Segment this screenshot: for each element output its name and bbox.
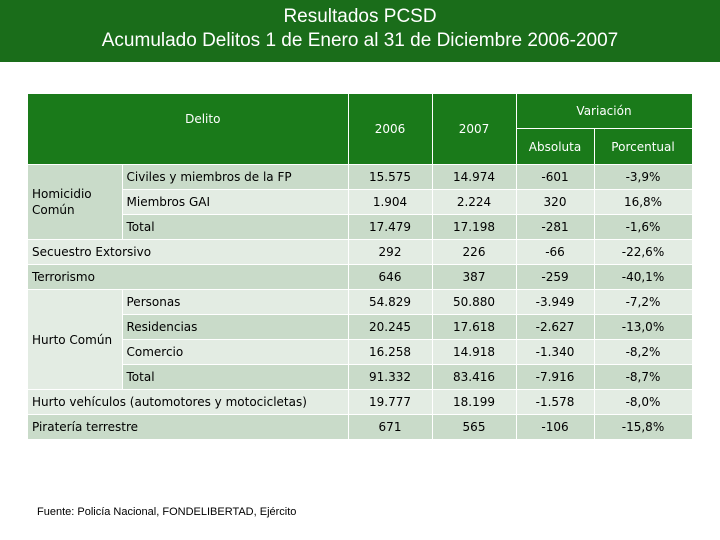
table-row: Miembros GAI 1.904 2.224 320 16,8% xyxy=(28,189,693,215)
row-label: Total xyxy=(122,364,349,390)
row-label: Total xyxy=(122,214,349,240)
row-label: Miembros GAI xyxy=(122,189,349,215)
cell-porcentual: -3,9% xyxy=(594,164,693,190)
cell-porcentual: 16,8% xyxy=(594,189,693,215)
header-row: Delito 2006 2007 Variación xyxy=(28,94,693,165)
table-row: Total 91.332 83.416 -7.916 -8,7% xyxy=(28,364,693,390)
cell-2006: 671 xyxy=(348,414,433,440)
table-row: Residencias 20.245 17.618 -2.627 -13,0% xyxy=(28,314,693,340)
cell-2006: 292 xyxy=(348,239,433,265)
cell-absoluta: -2.627 xyxy=(516,314,595,340)
cell-2006: 91.332 xyxy=(348,364,433,390)
cell-2007: 14.918 xyxy=(432,339,517,365)
crime-results-table: Delito 2006 2007 Variación Absoluta Porc… xyxy=(28,94,693,440)
table-row: Hurto Común Personas 54.829 50.880 -3.94… xyxy=(28,289,693,390)
cell-2006: 17.479 xyxy=(348,214,433,240)
cell-2007: 2.224 xyxy=(432,189,517,215)
header-2006: 2006 xyxy=(348,94,433,165)
group-label-hurto: Hurto Común xyxy=(28,289,123,390)
cell-2006: 1.904 xyxy=(348,189,433,215)
cell-porcentual: -7,2% xyxy=(594,289,693,315)
cell-2007: 50.880 xyxy=(432,289,517,315)
cell-2006: 19.777 xyxy=(348,389,433,415)
cell-2007: 18.199 xyxy=(432,389,517,415)
row-label: Piratería terrestre xyxy=(28,414,349,440)
cell-2007: 565 xyxy=(432,414,517,440)
row-label: Personas xyxy=(122,289,349,315)
table-row: Total 17.479 17.198 -281 -1,6% xyxy=(28,214,693,240)
cell-absoluta: -3.949 xyxy=(516,289,595,315)
table-row: Homicidio Común Civiles y miembros de la… xyxy=(28,164,693,240)
cell-2007: 17.198 xyxy=(432,214,517,240)
cell-absoluta: -601 xyxy=(516,164,595,190)
cell-2006: 16.258 xyxy=(348,339,433,365)
row-label: Civiles y miembros de la FP xyxy=(122,164,349,190)
cell-porcentual: -40,1% xyxy=(594,264,693,290)
header-porcentual: Porcentual xyxy=(594,128,693,165)
group-label-homicidio: Homicidio Común xyxy=(28,164,123,240)
cell-2007: 387 xyxy=(432,264,517,290)
row-label: Hurto vehículos (automotores y motocicle… xyxy=(28,389,349,415)
cell-2007: 17.618 xyxy=(432,314,517,340)
slide-subtitle: Acumulado Delitos 1 de Enero al 31 de Di… xyxy=(101,30,619,51)
source-note: Fuente: Policía Nacional, FONDELIBERTAD,… xyxy=(37,506,297,518)
cell-porcentual: -13,0% xyxy=(594,314,693,340)
header-delito: Delito xyxy=(28,94,349,165)
cell-porcentual: -8,0% xyxy=(594,389,693,415)
slide-title: Resultados PCSD xyxy=(283,6,437,27)
row-label: Secuestro Extorsivo xyxy=(28,239,349,265)
table-row: Hurto vehículos (automotores y motocicle… xyxy=(28,389,693,415)
row-label: Terrorismo xyxy=(28,264,349,290)
header-2007: 2007 xyxy=(432,94,517,165)
cell-absoluta: -281 xyxy=(516,214,595,240)
cell-2007: 226 xyxy=(432,239,517,265)
cell-porcentual: -15,8% xyxy=(594,414,693,440)
cell-2007: 83.416 xyxy=(432,364,517,390)
cell-2006: 54.829 xyxy=(348,289,433,315)
cell-2007: 14.974 xyxy=(432,164,517,190)
row-label: Residencias xyxy=(122,314,349,340)
cell-absoluta: -259 xyxy=(516,264,595,290)
cell-porcentual: -8,2% xyxy=(594,339,693,365)
cell-2006: 20.245 xyxy=(348,314,433,340)
cell-absoluta: 320 xyxy=(516,189,595,215)
table-row: Piratería terrestre 671 565 -106 -15,8% xyxy=(28,414,693,440)
cell-absoluta: -7.916 xyxy=(516,364,595,390)
table-row: Comercio 16.258 14.918 -1.340 -8,2% xyxy=(28,339,693,365)
cell-absoluta: -1.578 xyxy=(516,389,595,415)
cell-porcentual: -22,6% xyxy=(594,239,693,265)
cell-absoluta: -106 xyxy=(516,414,595,440)
cell-2006: 15.575 xyxy=(348,164,433,190)
cell-porcentual: -1,6% xyxy=(594,214,693,240)
row-label: Comercio xyxy=(122,339,349,365)
cell-absoluta: -1.340 xyxy=(516,339,595,365)
table-row: Secuestro Extorsivo 292 226 -66 -22,6% xyxy=(28,239,693,265)
cell-absoluta: -66 xyxy=(516,239,595,265)
table-row: Terrorismo 646 387 -259 -40,1% xyxy=(28,264,693,290)
subheader-row: Absoluta Porcentual xyxy=(28,128,693,165)
cell-2006: 646 xyxy=(348,264,433,290)
cell-porcentual: -8,7% xyxy=(594,364,693,390)
header-variacion: Variación xyxy=(516,94,693,130)
title-bar: Resultados PCSD Acumulado Delitos 1 de E… xyxy=(0,0,720,62)
header-absoluta: Absoluta xyxy=(516,128,595,165)
